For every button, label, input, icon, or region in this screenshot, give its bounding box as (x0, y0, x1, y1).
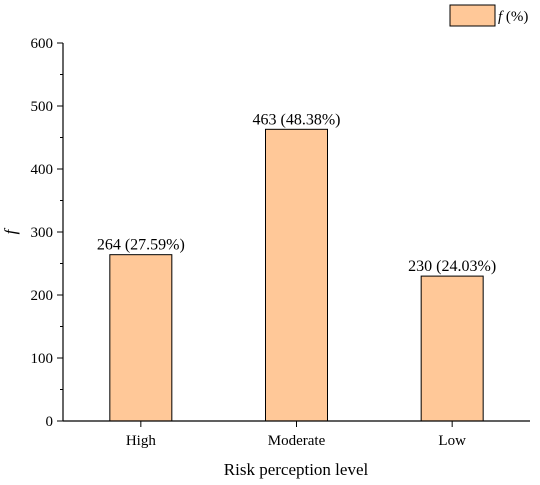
legend-label: f (%) (498, 9, 528, 25)
bar-low (420, 275, 484, 422)
y-tick-label: 100 (31, 351, 54, 367)
y-tick-label: 600 (31, 36, 54, 52)
x-tick-label-moderate: Moderate (268, 433, 326, 449)
axes-group: High Moderate Low 0 100 200 300 400 500 600 (31, 36, 530, 449)
bar-high (109, 254, 173, 422)
y-tick-label: 200 (31, 288, 54, 304)
legend-label-rest: (%) (502, 9, 528, 25)
legend-label-italic: f (498, 9, 504, 25)
y-tick-label: 400 (31, 162, 54, 178)
data-label-high: 264 (27.59%) (97, 237, 185, 254)
x-axis-title: Risk perception level (224, 460, 369, 479)
legend-swatch (449, 4, 496, 27)
bar-moderate (265, 128, 328, 422)
y-tick-label: 500 (31, 99, 54, 115)
data-label-low: 230 (24.03%) (408, 258, 496, 275)
x-tick-label-high: High (126, 433, 157, 449)
legend: f (%) (449, 4, 528, 27)
data-label-moderate: 463 (48.38%) (253, 111, 341, 128)
y-tick-label: 0 (46, 414, 54, 430)
data-labels-group: 264 (27.59%) 463 (48.38%) 230 (24.03%) (97, 111, 496, 275)
y-tick-label: 300 (31, 225, 54, 241)
bars-group (109, 128, 484, 422)
x-tick-label-low: Low (438, 433, 466, 449)
y-axis-title: f (1, 227, 20, 234)
